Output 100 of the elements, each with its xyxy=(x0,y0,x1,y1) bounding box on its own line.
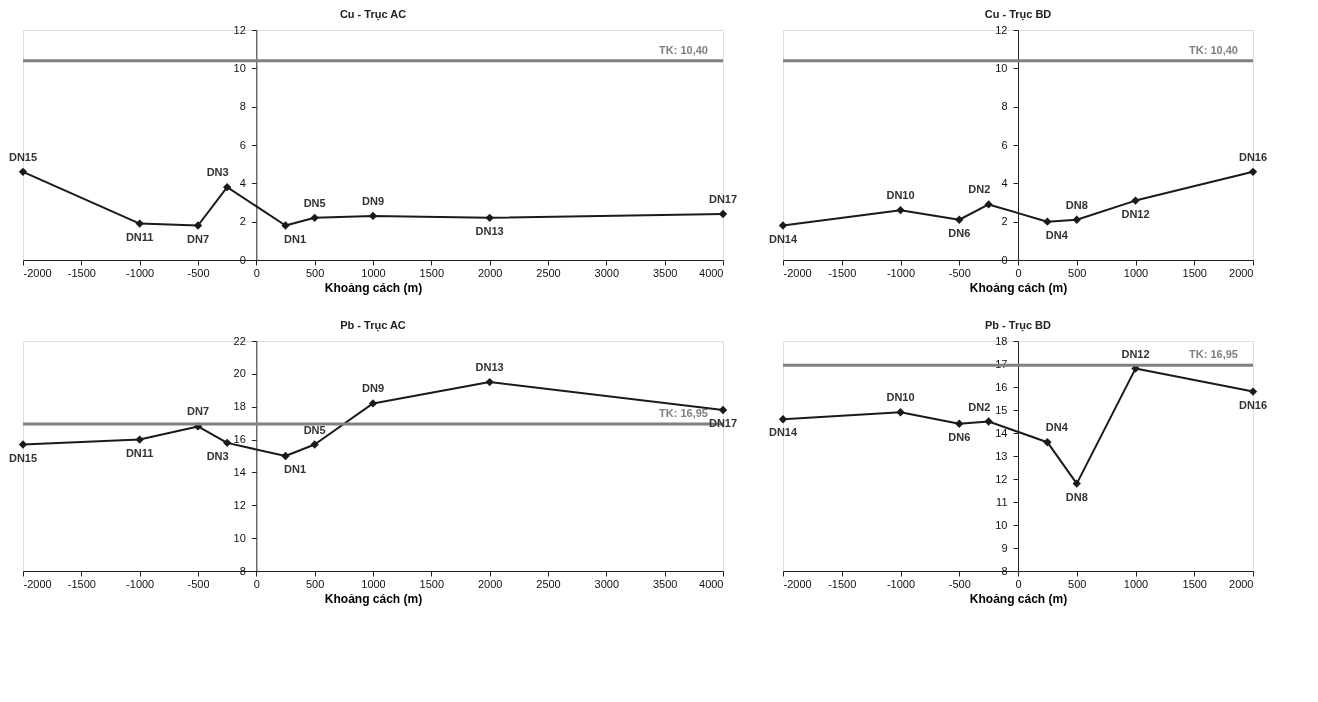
x-tick-label: -500 xyxy=(187,266,210,279)
annotation: DN4 xyxy=(1045,228,1069,241)
x-tick-label: 0 xyxy=(253,266,260,279)
x-tick-label: 1500 xyxy=(419,266,445,279)
annotation: DN11 xyxy=(125,446,154,459)
x-tick-label: 500 xyxy=(1068,577,1087,590)
annotation: DN9 xyxy=(361,194,385,207)
x-tick-label: 2000 xyxy=(477,577,503,590)
annotation: DN4 xyxy=(1045,421,1069,434)
annotation: DN17 xyxy=(708,193,738,205)
x-tick-label: 1000 xyxy=(361,266,386,279)
y-tick-label: 16 xyxy=(995,380,1008,393)
point xyxy=(281,221,290,230)
y-tick-label: 2 xyxy=(239,215,246,228)
y-tick-label: 6 xyxy=(239,138,246,151)
annotation: DN5 xyxy=(303,423,326,436)
point xyxy=(135,219,144,228)
x-tick-label: -500 xyxy=(948,266,971,279)
y-tick-label: 10 xyxy=(995,61,1008,74)
y-tick-label: 12 xyxy=(995,472,1008,485)
annotation: DN12 xyxy=(1121,207,1150,220)
y-tick-label: 9 xyxy=(1001,541,1008,554)
point xyxy=(18,440,28,449)
y-tick-label: 16 xyxy=(233,433,246,446)
y-tick-label: 12 xyxy=(233,498,246,511)
x-tick-label: 2000 xyxy=(1229,577,1254,590)
y-tick-label: 6 xyxy=(1001,138,1008,151)
x-tick-label: 2500 xyxy=(536,266,561,279)
annotation: DN16 xyxy=(1238,150,1268,163)
x-tick-label: -1000 xyxy=(886,577,916,590)
x-tick-label: 1000 xyxy=(1123,577,1149,590)
annotation: DN13 xyxy=(475,224,504,237)
y-tick-label: 14 xyxy=(995,426,1008,439)
point xyxy=(193,221,203,230)
x-tick-label: 3000 xyxy=(594,266,620,279)
x-tick-label: -500 xyxy=(187,577,210,590)
x-tick-label: -1500 xyxy=(828,266,857,279)
point xyxy=(718,405,728,415)
x-tick-label: -2000 xyxy=(783,577,812,590)
x-axis-title: Khoảng cách (m) xyxy=(969,591,1068,606)
x-tick-label: -2000 xyxy=(23,577,52,590)
annotation: DN2 xyxy=(968,400,991,413)
x-tick-label: 500 xyxy=(305,577,325,590)
point xyxy=(222,182,232,192)
annotation: DN2 xyxy=(968,183,991,196)
annotation: DN7 xyxy=(186,405,210,418)
x-tick-label: 1000 xyxy=(361,577,386,590)
annotation: DN8 xyxy=(1065,490,1088,503)
annotation: DN11 xyxy=(125,230,154,243)
ref-line-label: TK: 16,95 xyxy=(1189,348,1238,361)
point xyxy=(485,213,494,223)
y-tick-label: 20 xyxy=(233,367,246,380)
ref-line-label: TK: 10,40 xyxy=(1189,43,1238,56)
y-tick-label: 15 xyxy=(995,403,1008,416)
y-tick-label: 18 xyxy=(233,400,246,413)
chart-title: Cu - Trục AC xyxy=(339,8,407,21)
annotation: DN17 xyxy=(708,417,738,429)
annotation: DN15 xyxy=(8,451,38,464)
x-tick-label: 3000 xyxy=(594,577,620,590)
x-axis-title: Khoảng cách (m) xyxy=(969,280,1068,295)
annotation: DN9 xyxy=(361,382,385,395)
annotation: DN3 xyxy=(206,449,229,462)
annotation: DN14 xyxy=(768,426,798,439)
x-axis-title: Khoảng cách (m) xyxy=(324,280,423,295)
chart-title: Pb - Trục BD xyxy=(984,319,1052,332)
y-tick-label: 4 xyxy=(1001,176,1008,189)
x-tick-label: -1500 xyxy=(67,577,96,590)
y-tick-label: 8 xyxy=(1001,100,1008,113)
y-tick-label: 10 xyxy=(995,518,1008,531)
y-tick-label: 8 xyxy=(239,100,246,113)
annotation: DN1 xyxy=(283,463,307,475)
annotation: DN7 xyxy=(186,232,210,245)
y-tick-label: 18 xyxy=(995,334,1008,347)
x-tick-label: -2000 xyxy=(783,266,812,279)
x-tick-label: 4000 xyxy=(699,577,724,590)
point xyxy=(718,209,728,219)
y-tick-label: 12 xyxy=(995,23,1008,36)
point xyxy=(135,435,144,444)
y-tick-label: 10 xyxy=(233,61,246,74)
annotation: DN5 xyxy=(303,196,326,209)
y-tick-label: 0 xyxy=(1001,253,1008,266)
chart-title: Pb - Trục AC xyxy=(340,319,406,332)
annotation: DN1 xyxy=(283,232,307,245)
annotation: DN8 xyxy=(1065,198,1088,211)
annotation: DN10 xyxy=(886,189,915,202)
annotation: DN15 xyxy=(8,150,38,163)
x-tick-label: 500 xyxy=(1068,266,1087,279)
y-tick-label: 10 xyxy=(233,531,246,544)
y-tick-label: 2 xyxy=(1001,215,1008,228)
x-tick-label: 3500 xyxy=(652,577,678,590)
y-tick-label: 12 xyxy=(233,23,246,36)
annotation: DN6 xyxy=(948,226,971,239)
point xyxy=(310,213,319,223)
y-tick-label: 4 xyxy=(239,176,246,189)
x-tick-label: 1500 xyxy=(1182,577,1207,590)
point xyxy=(368,399,378,408)
annotation: DN16 xyxy=(1238,398,1268,411)
annotation: DN12 xyxy=(1121,347,1150,360)
x-tick-label: 1000 xyxy=(1123,266,1149,279)
annotation: DN13 xyxy=(475,361,504,374)
